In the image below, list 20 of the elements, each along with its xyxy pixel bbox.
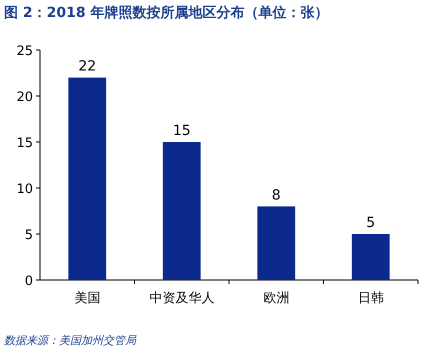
bar <box>257 206 296 280</box>
y-tick-label: 25 <box>16 44 33 59</box>
y-tick-label: 10 <box>16 182 33 197</box>
x-tick-label: 美国 <box>74 290 100 306</box>
bar <box>68 78 106 280</box>
chart-title: 图 2：2018 年牌照数按所属地区分布（单位：张） <box>4 5 328 21</box>
x-tick-label: 欧洲 <box>263 291 290 306</box>
source-note: 数据来源：美国加州交管局 <box>4 334 137 347</box>
data-label: 5 <box>366 215 376 231</box>
y-tick-label: 5 <box>24 228 33 243</box>
data-label: 8 <box>272 187 281 204</box>
bar <box>352 234 390 280</box>
y-tick-label: 0 <box>24 274 33 289</box>
x-tick-label: 日韩 <box>358 291 384 306</box>
bar <box>162 142 201 280</box>
x-tick-label: 中资及华人 <box>149 291 214 306</box>
data-label: 15 <box>172 123 191 139</box>
y-tick-label: 20 <box>16 90 33 105</box>
y-tick-label: 15 <box>16 136 33 151</box>
data-label: 22 <box>78 58 96 75</box>
